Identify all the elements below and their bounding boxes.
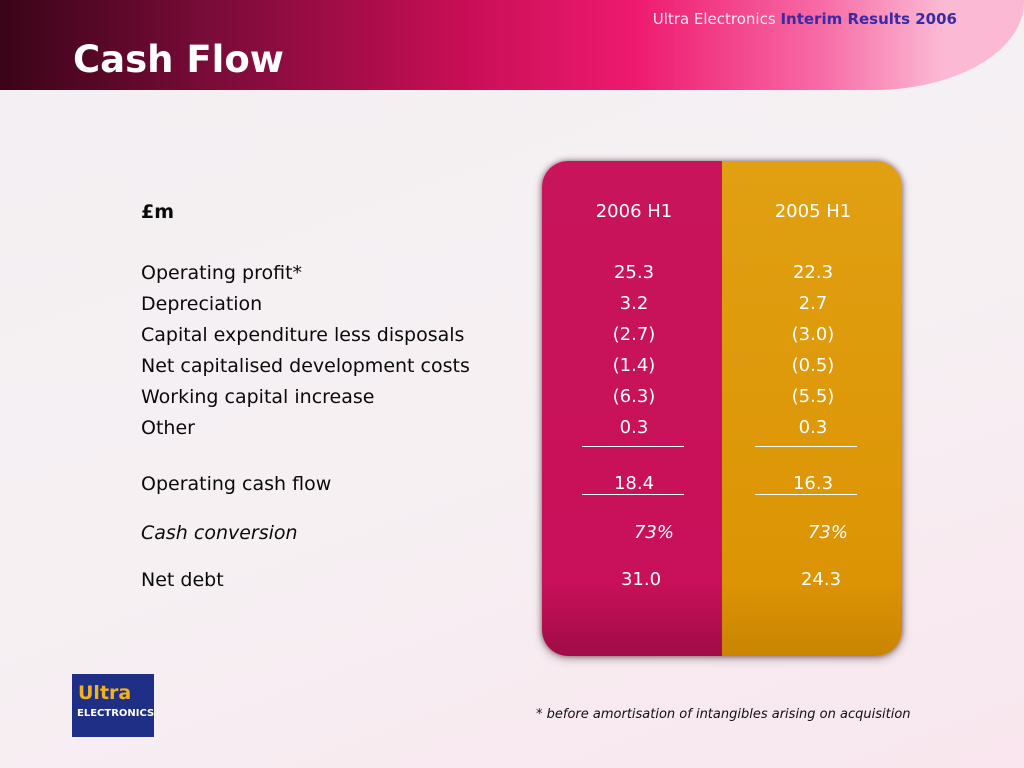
row-value-2005: 22.3 — [792, 262, 834, 283]
column-header-2006: 2006 H1 — [595, 201, 673, 222]
subtotal-rule-2005 — [755, 446, 857, 447]
column-header-2005: 2005 H1 — [774, 201, 852, 222]
unit-label: £m — [141, 201, 175, 223]
cash-conversion-2006: 73% — [633, 522, 674, 543]
operating-cash-flow-2006: 18.4 — [613, 473, 655, 494]
row-value-2006: (1.4) — [612, 355, 656, 376]
row-value-2005: (0.5) — [791, 355, 835, 376]
column-2006-background — [542, 161, 722, 656]
page-title: Cash Flow — [73, 38, 284, 81]
brand-accent: Interim Results 2006 — [780, 10, 957, 28]
subtotal-rule-2006 — [582, 446, 684, 447]
total-rule-2006 — [582, 494, 684, 495]
column-2005-background — [722, 161, 902, 656]
net-debt-2006: 31.0 — [620, 569, 662, 590]
row-label-operating-cash-flow: Operating cash flow — [141, 473, 332, 495]
row-value-2006: 3.2 — [619, 293, 649, 314]
row-value-2005: (3.0) — [791, 324, 835, 345]
footnote: * before amortisation of intangibles ari… — [536, 707, 911, 722]
values-panel — [542, 161, 902, 656]
row-label-depreciation: Depreciation — [141, 293, 263, 315]
row-label-other: Other — [141, 417, 195, 439]
row-label-working-capital: Working capital increase — [141, 386, 375, 408]
row-value-2006: 0.3 — [619, 417, 649, 438]
row-value-2006: (2.7) — [612, 324, 656, 345]
row-value-2006: (6.3) — [612, 386, 656, 407]
row-label-net-debt: Net debt — [141, 569, 224, 591]
row-value-2005: 2.7 — [798, 293, 828, 314]
row-value-2005: (5.5) — [791, 386, 835, 407]
brand-name: Ultra Electronics — [652, 10, 776, 28]
total-rule-2005 — [755, 494, 857, 495]
brand-line: Ultra Electronics Interim Results 2006 — [653, 10, 957, 28]
row-label-capital-expenditure: Capital expenditure less disposals — [141, 324, 465, 346]
row-value-2006: 25.3 — [613, 262, 655, 283]
row-label-operating-profit: Operating profit* — [141, 262, 303, 284]
row-value-2005: 0.3 — [798, 417, 828, 438]
header-banner: Ultra Electronics Interim Results 2006 C… — [0, 0, 1024, 90]
row-label-development-costs: Net capitalised development costs — [141, 355, 470, 377]
net-debt-2005: 24.3 — [800, 569, 842, 590]
cash-conversion-2005: 73% — [807, 522, 848, 543]
operating-cash-flow-2005: 16.3 — [792, 473, 834, 494]
logo-word-ultra: Ultra — [78, 682, 132, 704]
row-label-cash-conversion: Cash conversion — [141, 522, 298, 544]
logo-word-electronics: ELECTRONICS — [77, 708, 155, 719]
ultra-electronics-logo: Ultra ELECTRONICS — [72, 674, 154, 737]
